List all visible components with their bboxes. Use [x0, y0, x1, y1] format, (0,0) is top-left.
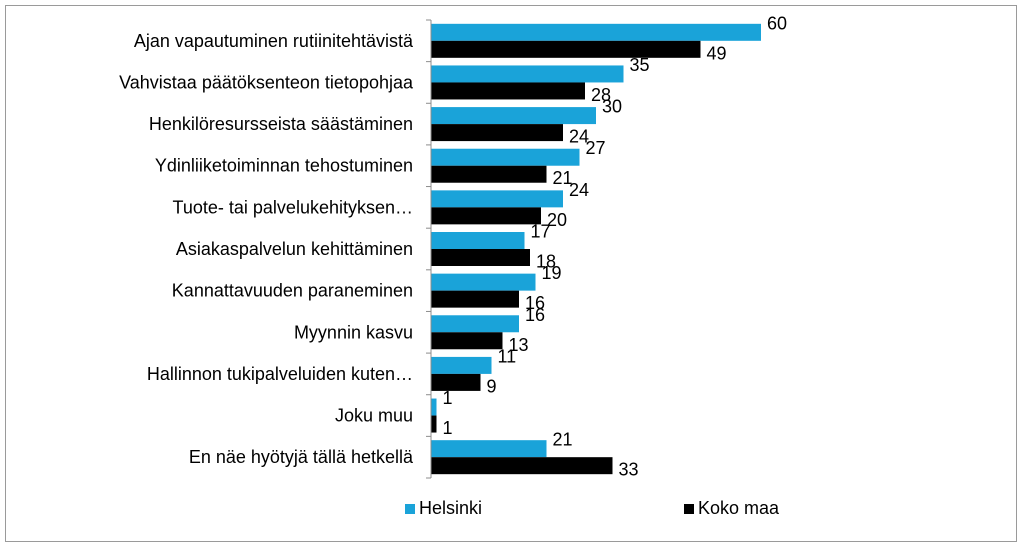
bar-koko-maa: [431, 165, 547, 183]
data-label: 30: [602, 97, 622, 117]
legend-label: Koko maa: [698, 498, 780, 518]
data-label: 20: [547, 210, 567, 230]
category-label: Ydinliiketoiminnan tehostuminen: [155, 156, 413, 176]
data-label: 11: [498, 346, 517, 366]
category-label: Henkilöresursseista säästäminen: [149, 114, 413, 134]
data-label: 16: [525, 305, 545, 325]
data-label: 16: [525, 293, 545, 313]
category-label: Asiakaspalvelun kehittäminen: [176, 239, 413, 259]
data-label: 35: [630, 55, 650, 75]
bar-helsinki: [431, 65, 624, 83]
bar-helsinki: [431, 398, 437, 416]
bar-helsinki: [431, 273, 536, 291]
data-label: 9: [487, 376, 497, 396]
data-label: 19: [542, 263, 562, 283]
bar-helsinki: [431, 148, 580, 166]
data-label: 60: [767, 13, 787, 33]
data-label: 24: [569, 127, 589, 147]
bar-koko-maa: [431, 82, 585, 100]
data-label: 49: [707, 43, 727, 63]
bar-helsinki: [431, 232, 525, 249]
bar-koko-maa: [431, 290, 519, 308]
category-label: Ajan vapautuminen rutiinitehtävistä: [134, 31, 414, 51]
data-label: 27: [586, 138, 606, 158]
bar-helsinki: [431, 107, 596, 125]
bar-koko-maa: [431, 373, 481, 391]
data-label: 33: [619, 460, 639, 480]
data-label: 21: [553, 430, 573, 450]
legend-swatch: [405, 504, 415, 514]
bar-koko-maa: [431, 207, 541, 225]
bar-koko-maa: [431, 124, 563, 142]
legend-swatch: [684, 504, 694, 514]
legend-label: Helsinki: [419, 498, 482, 518]
bar-helsinki: [431, 190, 563, 208]
category-label: Myynnin kasvu: [294, 322, 413, 342]
data-label: 17: [531, 222, 551, 242]
bar-koko-maa: [431, 40, 701, 58]
data-label: 1: [443, 418, 453, 438]
bar-koko-maa: [431, 457, 613, 475]
bar-helsinki: [431, 440, 547, 458]
bar-koko-maa: [431, 332, 503, 350]
category-label: Tuote- tai palvelukehityksen…: [173, 197, 413, 217]
data-label: 13: [509, 335, 529, 355]
data-label: 18: [536, 252, 556, 272]
data-label: 21: [553, 168, 573, 188]
category-label: Hallinnon tukipalveluiden kuten…: [147, 364, 413, 384]
bar-helsinki: [431, 315, 519, 333]
category-label: Kannattavuuden paraneminen: [172, 281, 413, 301]
bar-koko-maa: [431, 415, 437, 433]
category-label: Vahvistaa päätöksenteon tietopohjaa: [119, 72, 414, 92]
bar-helsinki: [431, 23, 761, 41]
data-label: 1: [443, 388, 453, 408]
data-label: 24: [569, 180, 589, 200]
category-label: En näe hyötyjä tällä hetkellä: [189, 447, 414, 467]
bar-helsinki: [431, 356, 492, 374]
data-label: 28: [591, 85, 611, 105]
category-label: Joku muu: [335, 406, 413, 426]
bar-koko-maa: [431, 249, 530, 266]
